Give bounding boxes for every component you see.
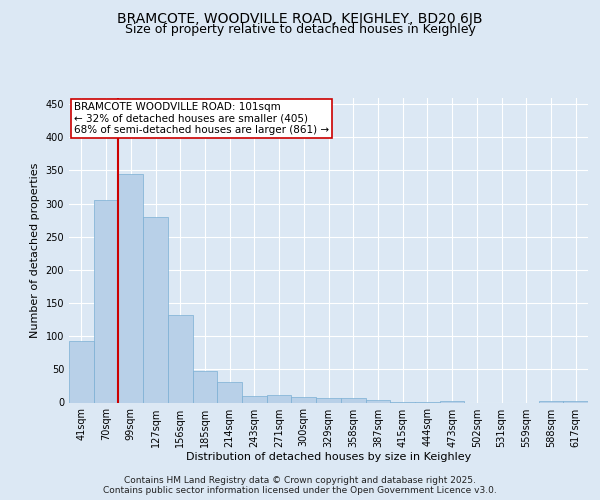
- Bar: [539, 401, 563, 402]
- Bar: [193, 372, 217, 402]
- Bar: [341, 398, 365, 402]
- Bar: [242, 396, 267, 402]
- Text: BRAMCOTE, WOODVILLE ROAD, KEIGHLEY, BD20 6JB: BRAMCOTE, WOODVILLE ROAD, KEIGHLEY, BD20…: [117, 12, 483, 26]
- Text: BRAMCOTE WOODVILLE ROAD: 101sqm
← 32% of detached houses are smaller (405)
68% o: BRAMCOTE WOODVILLE ROAD: 101sqm ← 32% of…: [74, 102, 329, 136]
- Bar: [440, 401, 464, 402]
- Bar: [217, 382, 242, 402]
- Y-axis label: Number of detached properties: Number of detached properties: [30, 162, 40, 338]
- X-axis label: Distribution of detached houses by size in Keighley: Distribution of detached houses by size …: [186, 452, 471, 462]
- Bar: [316, 398, 341, 402]
- Bar: [563, 401, 588, 402]
- Bar: [118, 174, 143, 402]
- Bar: [168, 315, 193, 402]
- Bar: [94, 200, 118, 402]
- Bar: [292, 396, 316, 402]
- Bar: [365, 400, 390, 402]
- Bar: [143, 217, 168, 402]
- Bar: [69, 341, 94, 402]
- Text: Contains HM Land Registry data © Crown copyright and database right 2025.
Contai: Contains HM Land Registry data © Crown c…: [103, 476, 497, 495]
- Bar: [267, 395, 292, 402]
- Text: Size of property relative to detached houses in Keighley: Size of property relative to detached ho…: [125, 24, 475, 36]
